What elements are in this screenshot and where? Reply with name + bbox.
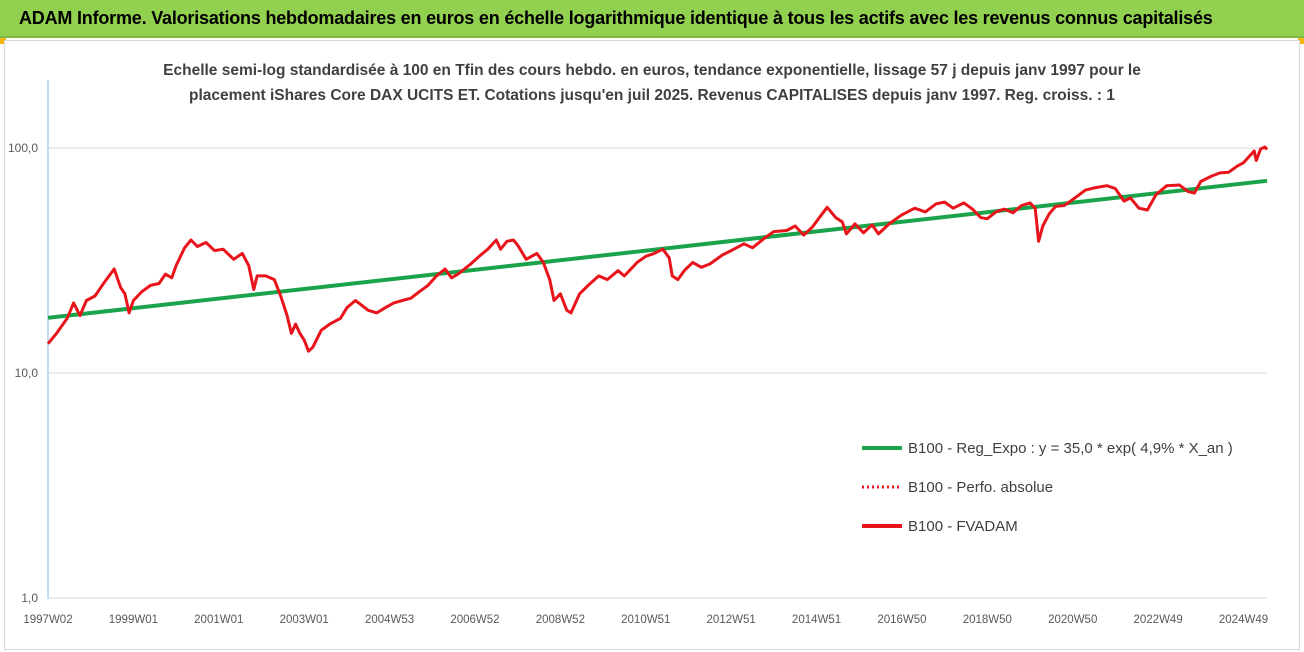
x-tick-label: 1997W02 xyxy=(23,614,72,626)
corner-marker-left xyxy=(0,38,6,44)
y-tick-label: 1,0 xyxy=(21,591,38,605)
x-tick-label: 2018W50 xyxy=(963,614,1012,626)
chart-title-line-1: Echelle semi-log standardisée à 100 en T… xyxy=(163,62,1141,79)
legend-label: B100 - Reg_Expo : y = 35,0 * exp( 4,9% *… xyxy=(908,440,1233,457)
series-line-fvadam xyxy=(46,145,1269,353)
x-tick-label: 2022W49 xyxy=(1134,614,1183,626)
x-tick-label: 2008W52 xyxy=(536,614,585,626)
x-tick-label: 1999W01 xyxy=(109,614,158,626)
legend-label: B100 - Perfo. absolue xyxy=(908,479,1053,496)
chart-title-line-2: placement iShares Core DAX UCITS ET. Cot… xyxy=(189,87,1115,104)
x-tick-label: 2001W01 xyxy=(194,614,243,626)
chart-area xyxy=(4,40,1300,650)
y-tick-label: 10,0 xyxy=(15,366,39,380)
x-tick-label: 2003W01 xyxy=(280,614,329,626)
title-banner: ADAM Informe. Valorisations hebdomadaire… xyxy=(0,0,1304,38)
report-title: ADAM Informe. Valorisations hebdomadaire… xyxy=(19,8,1213,28)
x-tick-label: 2012W51 xyxy=(707,614,756,626)
x-tick-label: 2010W51 xyxy=(621,614,670,626)
y-tick-label: 100,0 xyxy=(8,141,38,155)
series-line-regression xyxy=(47,178,1268,320)
corner-marker-right xyxy=(1298,38,1304,44)
x-tick-label: 2016W50 xyxy=(877,614,926,626)
x-tick-label: 2014W51 xyxy=(792,614,841,626)
legend-label: B100 - FVADAM xyxy=(908,518,1018,535)
x-tick-label: 2020W50 xyxy=(1048,614,1097,626)
x-tick-label: 2006W52 xyxy=(450,614,499,626)
x-tick-label: 2024W49 xyxy=(1219,614,1268,626)
chart-title: Echelle semi-log standardisée à 100 en T… xyxy=(0,58,1304,108)
x-tick-label: 2004W53 xyxy=(365,614,414,626)
